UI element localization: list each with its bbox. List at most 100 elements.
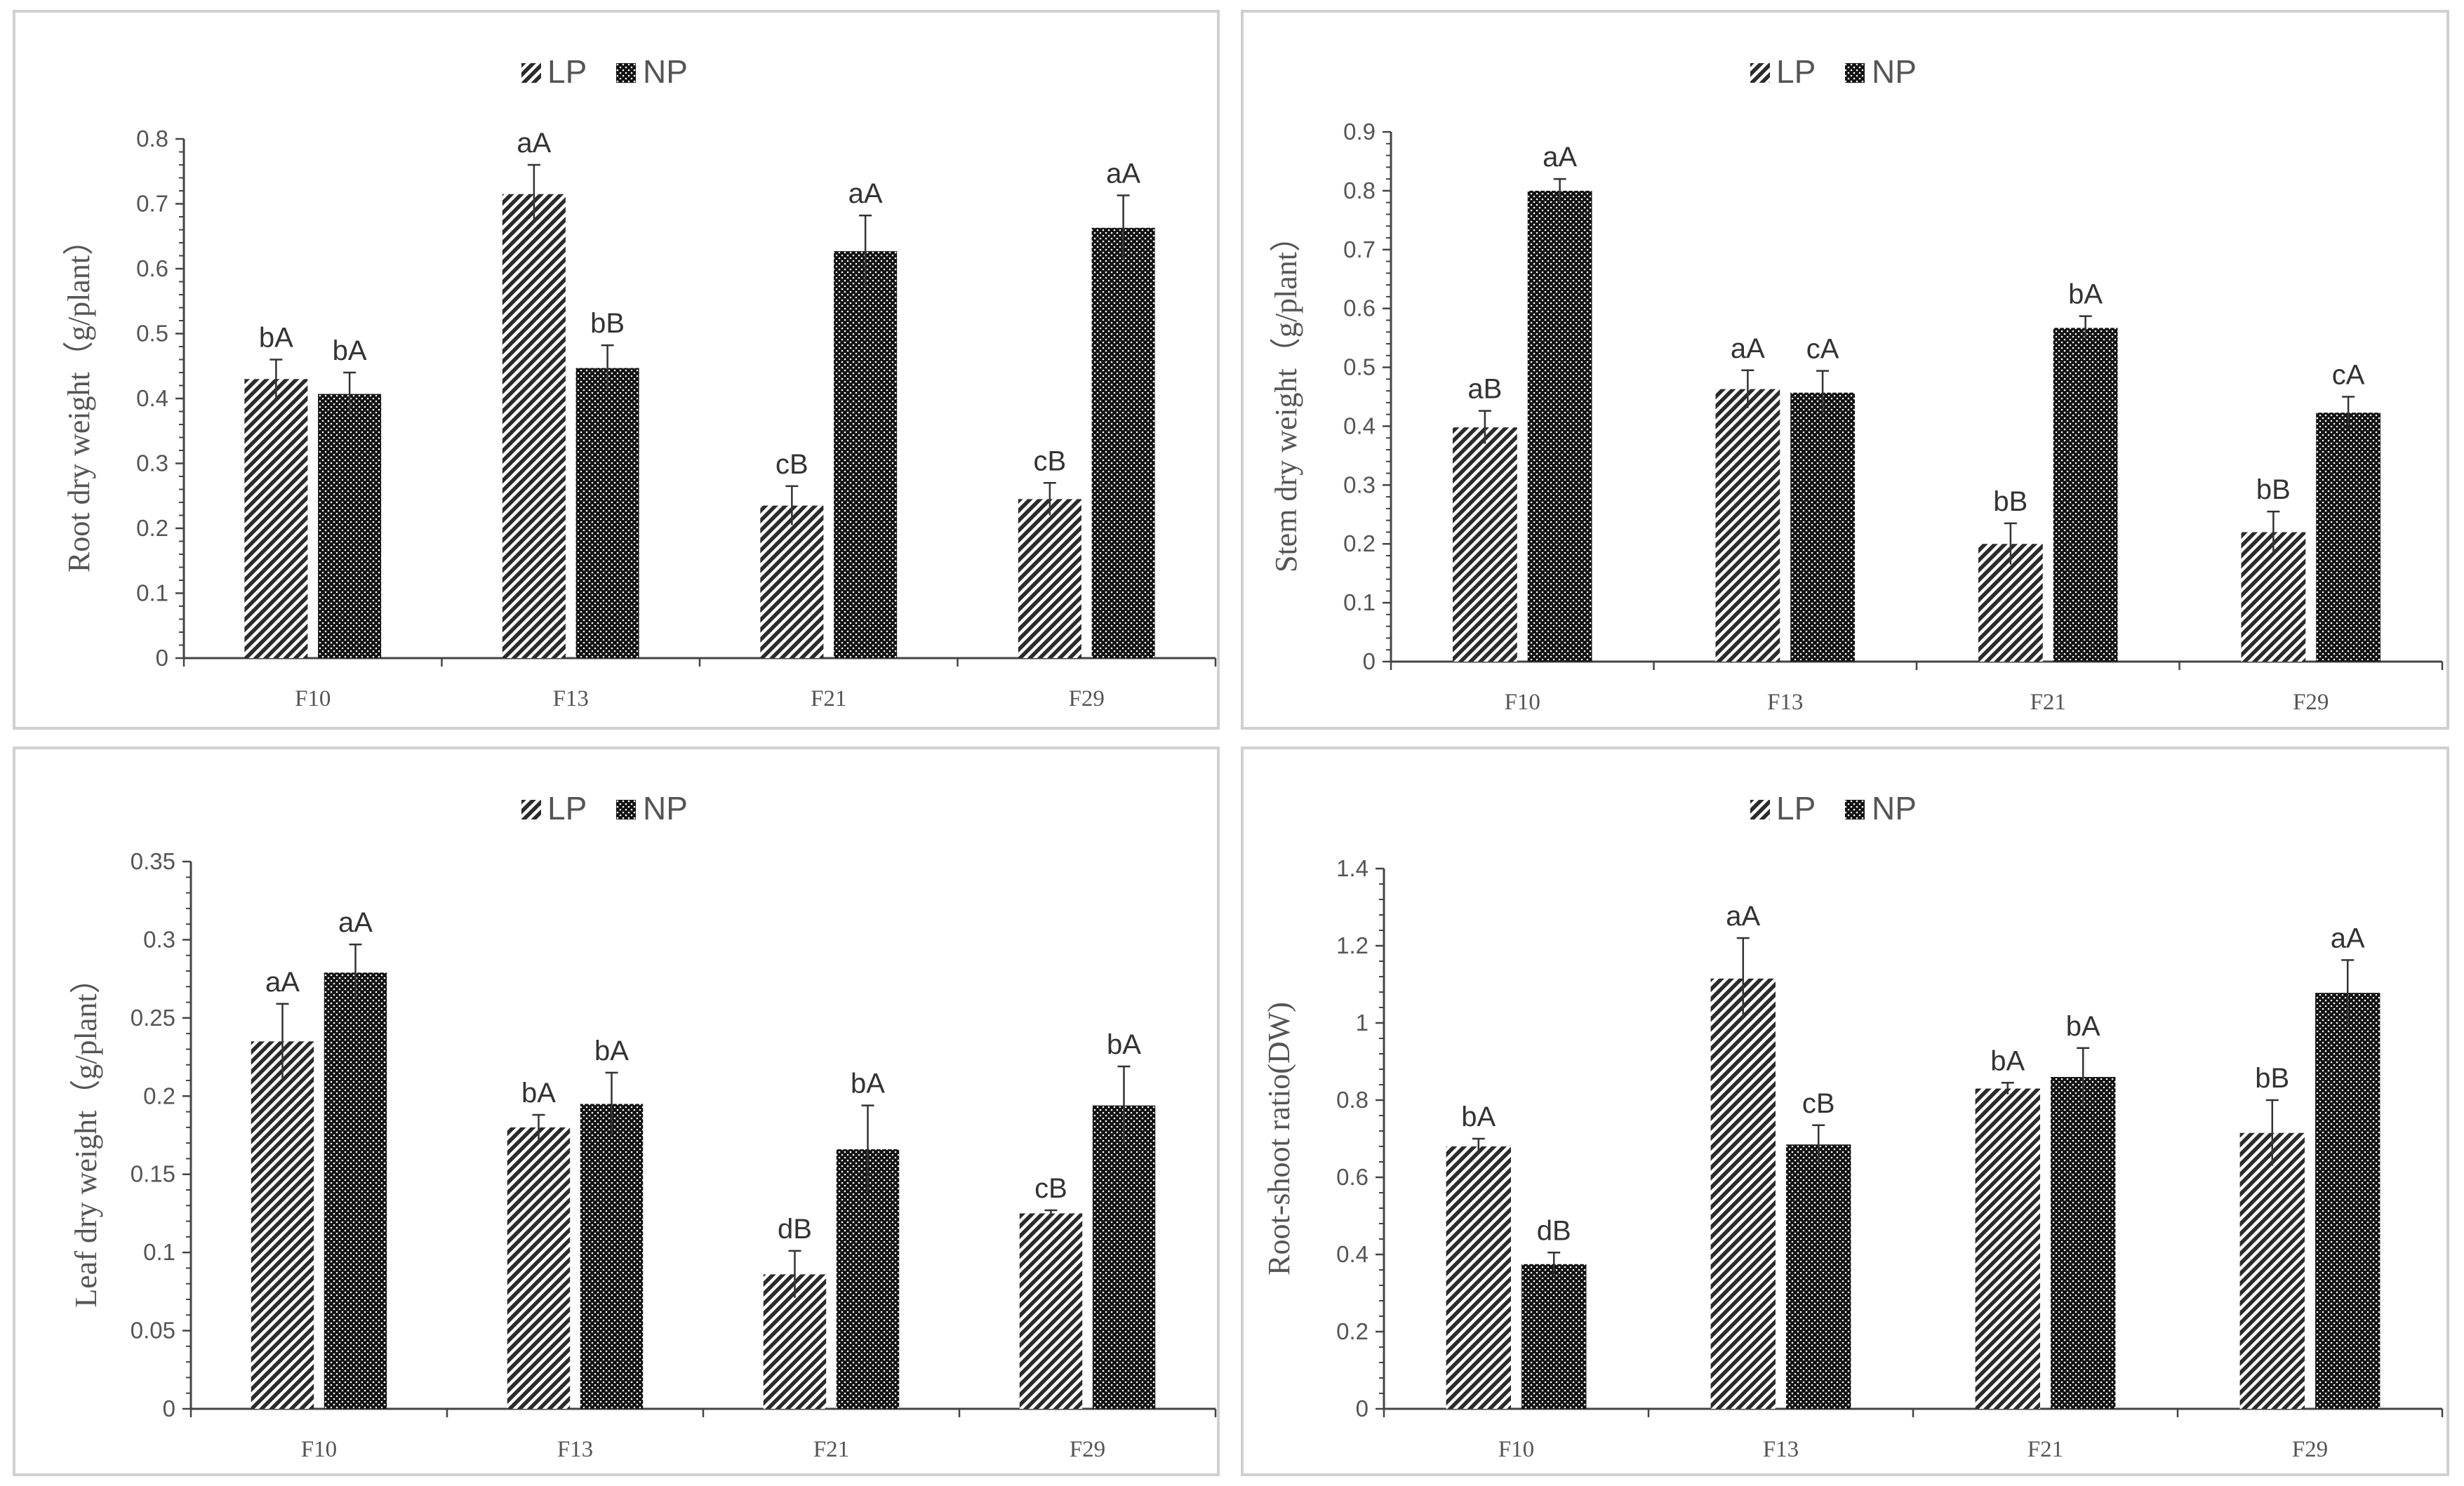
y-axis-label: Leaf dry weight（g/plant） — [69, 963, 103, 1307]
bar-lp-f29 — [2239, 1132, 2305, 1409]
x-tick-label: F10 — [1498, 1437, 1534, 1462]
y-tick-label: 0.3 — [136, 450, 168, 476]
y-tick-label: 0.9 — [1343, 119, 1376, 145]
data-label: bA — [851, 1069, 885, 1099]
data-label: bB — [2256, 474, 2291, 505]
data-label: cB — [1034, 1173, 1067, 1204]
bar-lp-f13 — [502, 194, 566, 658]
legend-label-np: NP — [1872, 53, 1917, 90]
y-tick-label: 0.1 — [1343, 589, 1376, 615]
data-label: bA — [1461, 1102, 1496, 1132]
legend-swatch-np — [616, 800, 636, 819]
bar-lp-f21 — [760, 505, 824, 658]
data-label: aB — [1467, 374, 1502, 405]
y-tick-label: 0.2 — [143, 1083, 175, 1109]
data-label: aA — [517, 128, 551, 159]
x-tick-label: F13 — [1763, 1437, 1799, 1462]
x-tick-label: F21 — [813, 1437, 849, 1462]
bar-lp-f13 — [1715, 389, 1780, 662]
y-tick-label: 0.1 — [143, 1239, 175, 1265]
chart-svg: LP NP 0 0.05 0.1 0.15 0.2 0.25 0.3 0.35 Leaf dry w… — [69, 790, 1217, 1462]
y-tick-label: 0.35 — [131, 848, 175, 874]
y-tick-label: 0.6 — [1343, 295, 1376, 321]
legend-swatch-np — [616, 63, 636, 83]
y-tick-label: 0.05 — [131, 1318, 175, 1344]
x-tick-label: F10 — [295, 686, 331, 711]
y-tick-label: 1.2 — [1336, 932, 1368, 958]
x-tick-label: F29 — [2292, 1437, 2328, 1462]
bar-np-f10 — [318, 394, 382, 658]
x-tick-label: F29 — [1069, 686, 1105, 711]
data-label: bA — [1990, 1045, 2025, 1076]
data-label: bA — [2068, 279, 2103, 310]
data-label: bB — [2255, 1063, 2289, 1094]
bar-lp-f29 — [1019, 1213, 1083, 1409]
legend: LP NP — [1750, 53, 1917, 90]
legend-swatch-lp — [1750, 800, 1770, 819]
data-label: aA — [1106, 158, 1140, 189]
legend-swatch-np — [1845, 63, 1865, 83]
legend: LP NP — [521, 790, 688, 826]
y-tick-label: 0.8 — [1343, 178, 1376, 203]
data-label: cA — [2332, 360, 2365, 391]
bar-lp-f29 — [1018, 499, 1081, 658]
bar-np-f13 — [1786, 1144, 1851, 1409]
chart-svg: LP NP 0 0.1 0.2 0.3 0.4 0.5 0.6 0.7 0.8 Root dry we… — [62, 53, 1217, 711]
chart-panel-stem-dry-weight: LP NP 0 0.1 0.2 0.3 0.4 0.5 0.6 0.7 0.8 0.9 Stem dry… — [1241, 10, 2449, 730]
bar-lp-f29 — [2241, 532, 2306, 662]
y-tick-label: 1 — [1356, 1010, 1368, 1036]
y-tick-label: 0 — [156, 645, 168, 671]
y-tick-label: 0.1 — [136, 580, 168, 606]
chart-svg: LP NP 0 0.1 0.2 0.3 0.4 0.5 0.6 0.7 0.8 0.9 Stem dry… — [1269, 53, 2444, 715]
legend: LP NP — [521, 53, 688, 90]
bar-np-f21 — [2051, 1077, 2116, 1409]
y-tick-label: 0.6 — [1336, 1164, 1368, 1190]
bar-lp-f13 — [1710, 978, 1776, 1409]
bar-lp-f10 — [1453, 427, 1517, 662]
data-label: cB — [1802, 1088, 1835, 1119]
x-tick-label: F13 — [557, 1437, 593, 1462]
y-tick-label: 0.8 — [136, 126, 168, 152]
bar-np-f10 — [324, 972, 387, 1409]
y-tick-label: 0 — [1356, 1395, 1368, 1421]
x-tick-label: F10 — [301, 1437, 337, 1462]
x-tick-label: F21 — [2027, 1437, 2063, 1462]
x-tick-label: F13 — [553, 686, 589, 711]
legend-swatch-lp — [1750, 63, 1770, 83]
data-label: bA — [1107, 1029, 1141, 1060]
data-label: bB — [1993, 486, 2027, 517]
data-label: bA — [259, 323, 293, 354]
y-tick-label: 0.7 — [1343, 236, 1376, 262]
chart-panel-root-dry-weight: LP NP 0 0.1 0.2 0.3 0.4 0.5 0.6 0.7 0.8 Root dry we… — [13, 10, 1220, 730]
legend-label-lp: LP — [1776, 53, 1816, 90]
data-label: bB — [590, 308, 625, 339]
data-label: aA — [338, 907, 373, 938]
data-label: dB — [1537, 1215, 1571, 1246]
bar-lp-f13 — [507, 1127, 571, 1409]
y-axis-label: Root-shoot ratio(DW) — [1262, 1002, 1296, 1276]
data-label: aA — [1726, 901, 1760, 932]
chart-panel-leaf-dry-weight: LP NP 0 0.05 0.1 0.15 0.2 0.25 0.3 0.35 Leaf dry w… — [13, 747, 1220, 1476]
bar-np-f29 — [2316, 413, 2380, 662]
x-tick-label: F29 — [2293, 690, 2329, 715]
x-tick-label: F29 — [1070, 1437, 1105, 1462]
bar-lp-f10 — [244, 379, 308, 658]
y-tick-label: 0.3 — [1343, 471, 1376, 497]
data-label: aA — [265, 967, 300, 998]
chart-svg: LP NP 0 0.2 0.4 0.6 0.8 1 1.2 1.4 Root-shoot ratio… — [1262, 790, 2444, 1462]
y-tick-label: 0.4 — [1343, 413, 1376, 439]
y-tick-label: 0.25 — [131, 1005, 175, 1031]
y-tick-label: 0.2 — [136, 515, 168, 541]
data-label: bA — [594, 1036, 629, 1066]
data-label: aA — [1731, 333, 1765, 364]
legend-swatch-lp — [521, 800, 541, 819]
y-tick-label: 0.4 — [136, 385, 168, 411]
y-tick-label: 0.5 — [1343, 354, 1376, 380]
y-tick-label: 0.5 — [136, 321, 168, 347]
y-tick-label: 0.7 — [136, 191, 168, 217]
chart-panel-root-shoot-ratio: LP NP 0 0.2 0.4 0.6 0.8 1 1.2 1.4 Root-shoot ratio… — [1241, 747, 2449, 1476]
bar-np-f10 — [1521, 1264, 1587, 1409]
bar-np-f29 — [1091, 227, 1155, 659]
bar-np-f13 — [575, 368, 639, 658]
bar-np-f21 — [834, 251, 898, 658]
